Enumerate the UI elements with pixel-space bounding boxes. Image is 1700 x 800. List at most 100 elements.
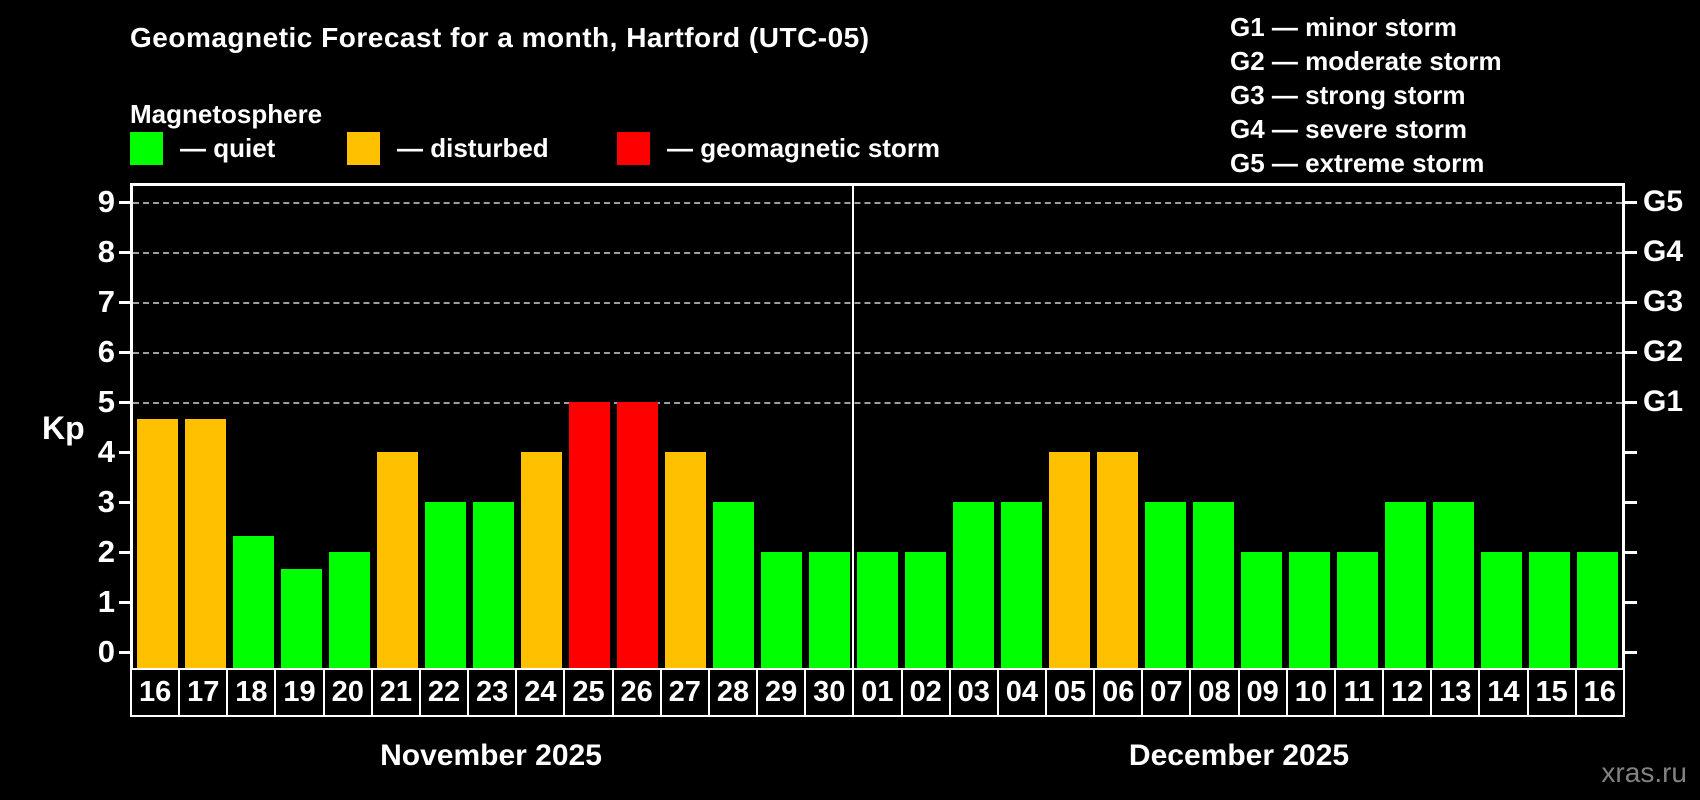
g5-legend-line: G5 — extreme storm (1230, 148, 1485, 178)
plot-area (130, 183, 1625, 668)
g1-legend-line: G1 — minor storm (1230, 12, 1457, 42)
kp-bar-nov-19 (280, 568, 322, 668)
left-tick-kp9 (119, 201, 130, 204)
left-tick-kp1 (119, 601, 130, 604)
kp-bar-dec-04 (1001, 502, 1043, 668)
right-tick-kp1 (1625, 601, 1637, 604)
kp-bar-dec-13 (1433, 502, 1475, 668)
kp-bar-dec-10 (1289, 552, 1331, 668)
disturbed-color-swatch (347, 132, 380, 165)
kp-bar-nov-28 (712, 502, 754, 668)
left-tick-kp8 (119, 251, 130, 254)
legend-item-quiet: — quiet (130, 131, 275, 166)
day-label-nov-27: 27 (662, 670, 710, 715)
legend-item-disturbed: — disturbed (347, 131, 549, 166)
right-tick-kp3 (1625, 501, 1637, 504)
day-axis-row: 16 17 18 19 20 21 22 23 24 25 26 27 28 29 30 01 02 03 04 05… (130, 668, 1625, 717)
left-tick-kp6 (119, 351, 130, 354)
xras-watermark: xras.ru (1601, 757, 1687, 788)
kp-bar-nov-25 (568, 402, 610, 668)
left-tick-kp3 (119, 501, 130, 504)
right-tick-kp8 (1625, 251, 1637, 254)
gridline-kp9 (133, 202, 1622, 204)
y-tick-label-7: 7 (97, 284, 115, 319)
month-label-december: December 2025 (1128, 739, 1350, 772)
day-label-dec-02: 02 (903, 670, 951, 715)
kp-bar-dec-12 (1385, 502, 1427, 668)
day-label-dec-07: 07 (1143, 670, 1192, 715)
kp-bar-nov-20 (328, 552, 370, 668)
left-tick-kp2 (119, 551, 130, 554)
right-axis-label-g5: G5 (1643, 185, 1684, 218)
kp-bar-dec-05 (1049, 452, 1091, 668)
legend-label-quiet: — quiet (180, 133, 276, 163)
day-label-nov-22: 22 (421, 670, 470, 715)
kp-bar-dec-01 (857, 552, 898, 668)
right-tick-kp7 (1625, 301, 1637, 304)
kp-bar-nov-21 (376, 452, 418, 668)
g2-legend-line: G2 — moderate storm (1230, 46, 1502, 76)
day-label-dec-10: 10 (1288, 670, 1336, 715)
day-label-dec-01: 01 (854, 670, 903, 715)
y-tick-label-3: 3 (97, 484, 115, 519)
y-tick-label-8: 8 (97, 234, 115, 269)
kp-bar-dec-07 (1145, 502, 1187, 668)
gridline-kp5 (133, 402, 1622, 404)
day-label-dec-16: 16 (1583, 676, 1616, 708)
y-tick-label-0: 0 (97, 634, 115, 669)
g4-legend-line: G4 — severe storm (1230, 114, 1468, 144)
y-tick-label-9: 9 (97, 184, 115, 219)
right-tick-kp4 (1625, 451, 1637, 454)
right-tick-kp6 (1625, 351, 1637, 354)
kp-bar-nov-27 (664, 452, 706, 668)
gridline-kp7 (133, 302, 1622, 304)
day-label-nov-26: 26 (614, 670, 662, 715)
day-label-nov-29: 29 (758, 670, 807, 715)
right-axis-label-g3: G3 (1643, 285, 1684, 318)
kp-bar-dec-16 (1577, 552, 1619, 668)
kp-bar-nov-18 (232, 535, 274, 668)
y-tick-label-6: 6 (97, 334, 115, 369)
month-divider-line (852, 186, 855, 668)
kp-bar-dec-11 (1337, 552, 1379, 668)
month-label-november: November 2025 (380, 739, 602, 772)
day-label-dec-06: 06 (1095, 670, 1144, 715)
day-label-nov-21: 21 (373, 670, 421, 715)
day-label-nov-30: 30 (806, 670, 855, 715)
right-axis-label-g4: G4 (1643, 235, 1684, 268)
quiet-color-swatch (130, 132, 163, 165)
left-tick-kp0 (119, 651, 130, 654)
g-scale-legend: G1 — minor storm G2 — moderate storm G3 … (1230, 10, 1502, 180)
kp-bar-nov-22 (424, 502, 466, 668)
y-tick-label-1: 1 (97, 584, 115, 619)
kp-bar-nov-17 (184, 418, 226, 668)
day-label-dec-05: 05 (1047, 670, 1096, 715)
left-tick-kp7 (119, 301, 130, 304)
y-tick-label-5: 5 (97, 384, 115, 419)
kp-bar-dec-15 (1529, 552, 1571, 668)
day-label-nov-16: 16 (132, 670, 181, 715)
storm-color-swatch (617, 132, 650, 165)
legend-item-storm: — geomagnetic storm (617, 131, 940, 166)
kp-bar-nov-24 (520, 452, 562, 668)
kp-bar-dec-03 (953, 502, 995, 668)
kp-bar-nov-16 (136, 418, 178, 668)
right-axis-label-g2: G2 (1643, 335, 1684, 368)
day-label-nov-28: 28 (710, 670, 759, 715)
legend-label-storm: — geomagnetic storm (667, 133, 941, 163)
day-label-dec-08: 08 (1191, 670, 1240, 715)
gridline-kp6 (133, 352, 1622, 354)
kp-bar-dec-08 (1193, 502, 1235, 668)
right-tick-kp5 (1625, 401, 1637, 404)
day-label-dec-15: 15 (1529, 670, 1577, 715)
day-label-nov-20: 20 (325, 670, 373, 715)
kp-bar-dec-09 (1241, 552, 1283, 668)
right-axis-label-g1: G1 (1643, 385, 1684, 418)
kp-bar-dec-06 (1097, 452, 1139, 668)
day-label-dec-11: 11 (1336, 670, 1385, 715)
day-label-dec-04: 04 (999, 670, 1047, 715)
right-tick-kp9 (1625, 201, 1637, 204)
kp-bar-nov-29 (760, 552, 802, 668)
legend-label-disturbed: — disturbed (397, 133, 549, 163)
